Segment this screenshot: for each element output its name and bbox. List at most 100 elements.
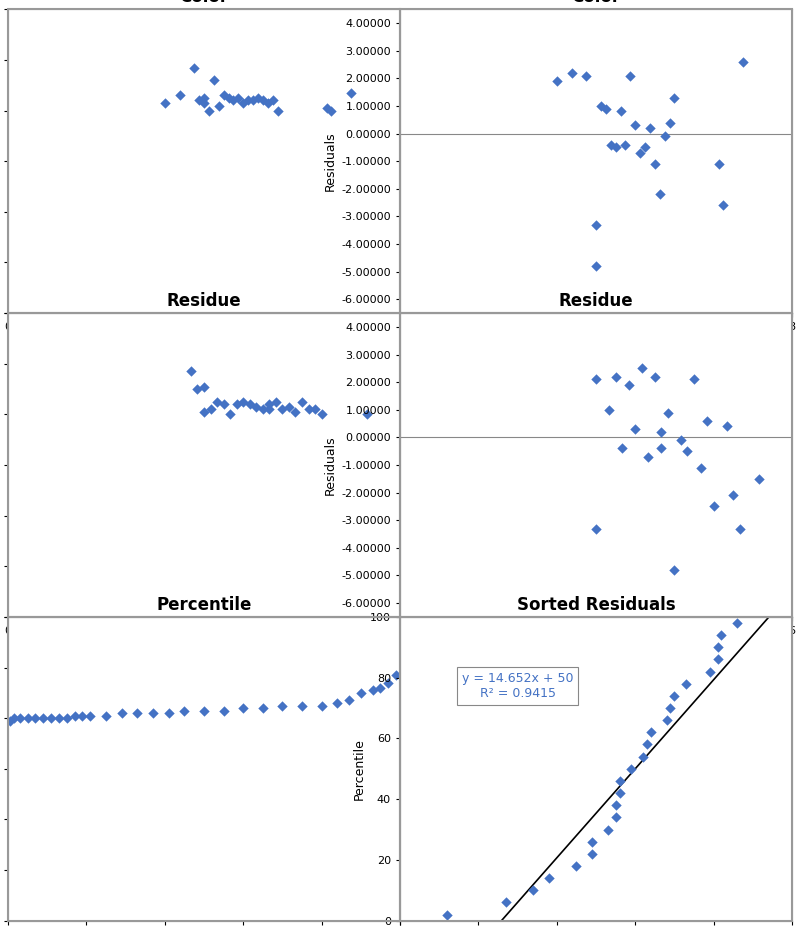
Point [694, 460, 707, 475]
Point [256, 700, 269, 715]
X-axis label: Residue: Residue [568, 640, 624, 653]
Point [655, 424, 668, 439]
Y-axis label: Residuals: Residuals [324, 435, 337, 495]
Point [602, 822, 614, 837]
Point [354, 685, 367, 700]
Point [276, 698, 289, 713]
Point [256, 402, 269, 417]
Point [668, 563, 681, 578]
Point [302, 402, 315, 417]
Point [703, 664, 716, 679]
Y-axis label: Percentile: Percentile [353, 737, 366, 800]
Point [325, 103, 338, 118]
Point [654, 187, 666, 202]
Point [594, 99, 607, 113]
Point [296, 698, 309, 713]
Point [210, 394, 223, 409]
Point [218, 88, 230, 103]
Point [624, 68, 637, 83]
Point [565, 65, 578, 80]
Point [342, 693, 355, 708]
Point [345, 86, 358, 100]
Point [37, 711, 50, 725]
Point [590, 218, 602, 232]
Point [217, 397, 230, 412]
Point [614, 104, 627, 119]
Point [204, 402, 217, 417]
Point [580, 68, 593, 83]
Point [609, 369, 622, 384]
Point [638, 140, 651, 154]
Title: Sorted Residuals: Sorted Residuals [517, 596, 675, 614]
Point [45, 711, 58, 725]
Point [276, 402, 289, 417]
Point [188, 60, 201, 75]
Point [590, 372, 602, 387]
Point [84, 709, 97, 724]
Point [242, 93, 254, 108]
Point [115, 706, 128, 721]
X-axis label: Color: Color [186, 337, 222, 350]
Point [158, 96, 171, 111]
Title: Color: Color [571, 0, 621, 7]
Point [185, 364, 198, 379]
Point [674, 432, 687, 447]
Point [243, 397, 256, 412]
Point [711, 640, 724, 655]
Point [681, 444, 694, 458]
Point [570, 858, 583, 873]
Point [309, 402, 322, 417]
Point [660, 712, 673, 727]
Point [263, 397, 276, 412]
Point [550, 73, 563, 88]
Point [734, 521, 746, 536]
Point [224, 407, 237, 422]
Point [251, 90, 264, 105]
Point [720, 418, 733, 433]
Point [271, 103, 284, 118]
Point [737, 54, 750, 69]
Point [266, 93, 279, 108]
Point [331, 696, 344, 711]
Point [527, 883, 540, 897]
Point [227, 93, 240, 108]
Point [222, 90, 235, 105]
Point [232, 90, 245, 105]
Point [212, 98, 225, 113]
Point [542, 870, 555, 885]
Point [246, 93, 259, 108]
Point [599, 101, 612, 116]
Point [361, 407, 374, 422]
X-axis label: Residue: Residue [176, 640, 232, 653]
Point [604, 138, 617, 153]
Point [53, 711, 66, 725]
Point [29, 711, 42, 725]
Point [642, 449, 654, 464]
Point [382, 675, 394, 690]
Point [14, 711, 26, 725]
Point [602, 403, 615, 418]
Point [712, 156, 725, 171]
Point [622, 378, 635, 392]
Point [648, 369, 661, 384]
Point [22, 711, 34, 725]
Point [178, 703, 191, 718]
Point [202, 103, 215, 118]
Point [655, 441, 668, 456]
Point [68, 709, 81, 724]
Point [7, 711, 20, 725]
Point [250, 399, 262, 414]
Point [635, 361, 648, 376]
Point [441, 907, 454, 922]
Point [198, 90, 210, 105]
Point [610, 810, 622, 825]
Title: Percentile: Percentile [156, 596, 252, 614]
Point [131, 706, 144, 721]
Point [173, 88, 186, 103]
Point [586, 834, 598, 849]
Title: Color: Color [179, 0, 229, 7]
Point [629, 421, 642, 436]
Title: Residue: Residue [166, 292, 242, 311]
Point [643, 121, 656, 136]
Point [99, 709, 112, 724]
